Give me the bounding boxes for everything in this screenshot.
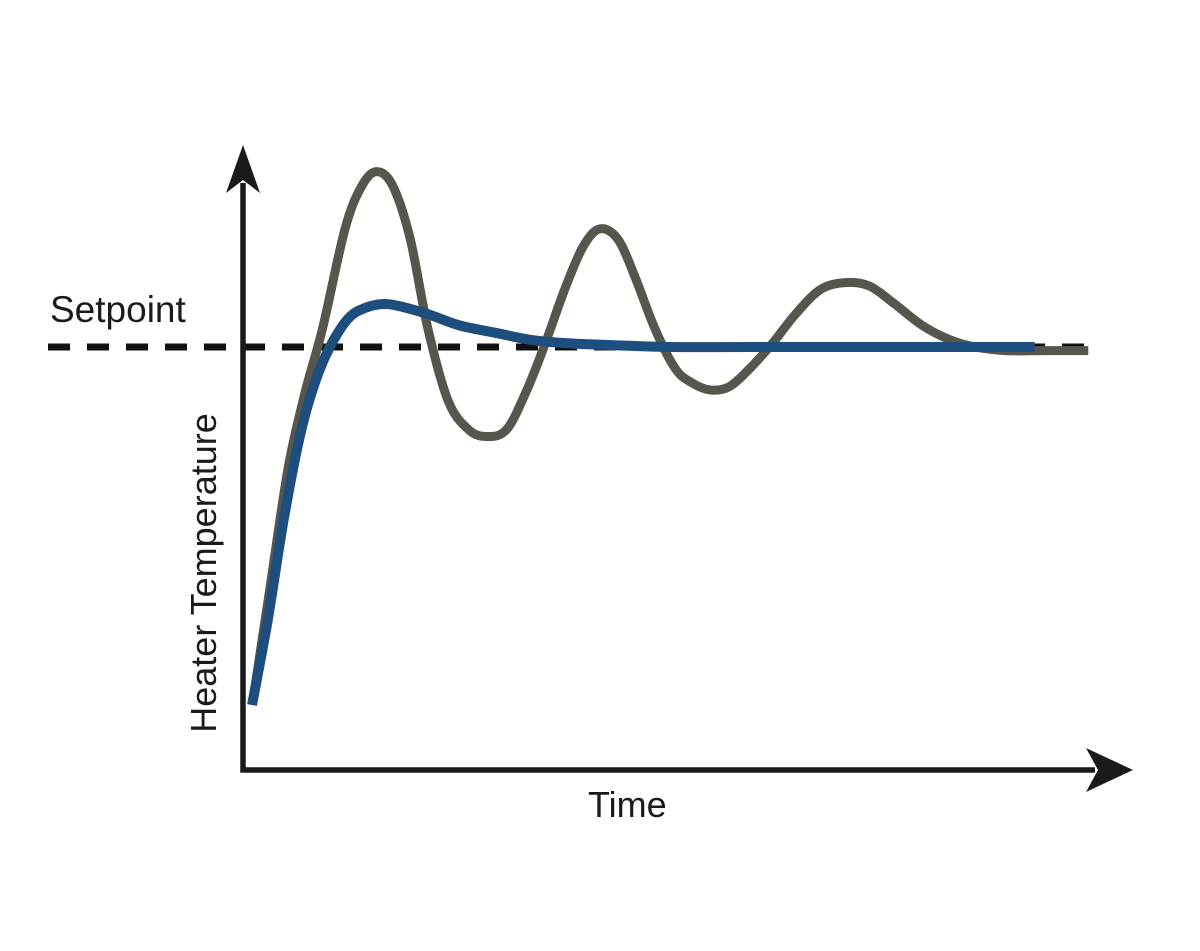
x-axis-label: Time bbox=[588, 784, 667, 825]
x-axis-arrowhead-icon bbox=[1086, 748, 1133, 792]
y-axis-label: Heater Temperature bbox=[183, 413, 224, 733]
tuned-response-curve bbox=[247, 298, 1035, 706]
y-axis-arrowhead-icon bbox=[226, 145, 260, 193]
oscillating-response-curve bbox=[248, 167, 1089, 703]
setpoint-label: Setpoint bbox=[50, 289, 186, 330]
axes-lines bbox=[240, 183, 1095, 773]
